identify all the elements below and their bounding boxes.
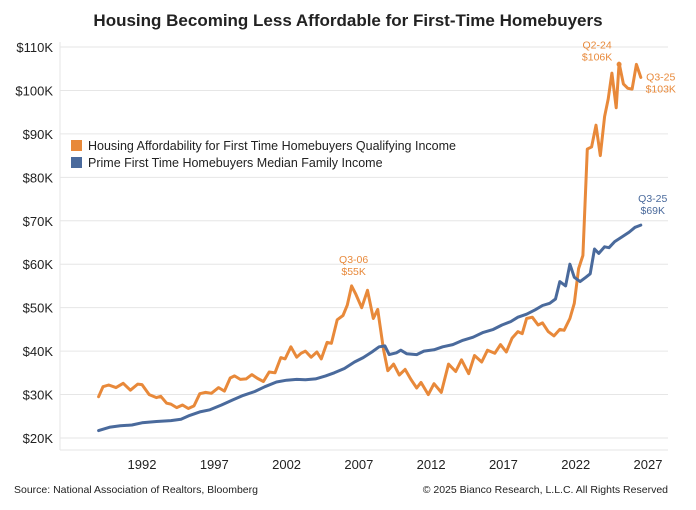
x-axis-ticks: 1992 1997 2002 2007 2012 2017 2022 2027	[128, 457, 663, 472]
annotation-label: Q3-25	[638, 193, 667, 205]
y-tick-label: $90K	[23, 127, 54, 142]
y-tick-label: $20K	[23, 431, 54, 446]
y-tick-label: $30K	[23, 388, 54, 403]
y-tick-label: $60K	[23, 257, 54, 272]
x-tick-label: 1997	[200, 457, 229, 472]
gridlines	[59, 42, 668, 451]
annotation-value: $69K	[641, 205, 666, 217]
legend-swatch-qualifying-income	[71, 140, 82, 151]
source-note: Source: National Association of Realtors…	[14, 484, 258, 496]
series-line-qualifying-income	[97, 61, 643, 410]
y-tick-label: $50K	[23, 301, 54, 316]
x-tick-label: 2027	[634, 457, 663, 472]
y-tick-label: $70K	[23, 214, 54, 229]
legend-label-qualifying-income: Housing Affordability for First Time Hom…	[88, 139, 456, 153]
copyright-note: © 2025 Bianco Research, L.L.C. All Right…	[423, 484, 668, 496]
annotation-value: $106K	[582, 51, 612, 63]
x-tick-label: 1992	[128, 457, 157, 472]
legend-label-median-income: Prime First Time Homebuyers Median Famil…	[88, 156, 383, 170]
y-tick-label: $80K	[23, 170, 54, 185]
annotation-label: Q3-06	[339, 254, 368, 266]
y-tick-label: $110K	[16, 40, 53, 55]
series-lines	[97, 61, 643, 433]
legend-swatch-median-income	[71, 157, 82, 168]
annotation-label: Q2-24	[582, 39, 611, 51]
peak-marker	[616, 61, 622, 67]
x-tick-label: 2007	[344, 457, 373, 472]
x-tick-label: 2012	[417, 457, 446, 472]
x-tick-label: 2022	[561, 457, 590, 472]
annotation-label: Q3-25	[646, 71, 675, 83]
y-tick-label: $40K	[23, 344, 54, 359]
y-axis-ticks: $20K $30K $40K $50K $60K $70K $80K $90K $100K $11…	[15, 40, 53, 446]
y-tick-label: $100K	[15, 83, 53, 98]
annotation-value: $55K	[341, 266, 366, 278]
x-tick-label: 2002	[272, 457, 301, 472]
annotation-value: $103K	[646, 83, 676, 95]
series-line-median-income	[97, 223, 643, 433]
x-tick-label: 2017	[489, 457, 518, 472]
chart-title: Housing Becoming Less Affordable for Fir…	[93, 11, 602, 30]
legend: Housing Affordability for First Time Hom…	[71, 139, 456, 170]
